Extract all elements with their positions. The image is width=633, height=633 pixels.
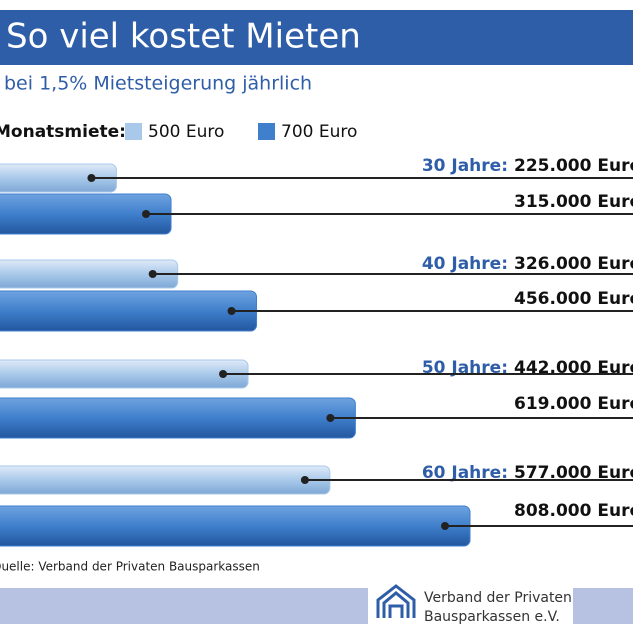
leader-dot (219, 370, 228, 378)
leader-dot (148, 270, 157, 278)
value-label: 225.000 Euro (514, 156, 633, 176)
chart-subtitle: bei 1,5% Mietsteigerung jährlich (4, 73, 312, 95)
logo-text: Bausparkassen e.V. (424, 609, 560, 625)
legend-title: Monatsmiete: (0, 122, 126, 142)
leader-dot (326, 414, 335, 422)
bar (0, 397, 356, 439)
bar (0, 359, 249, 389)
value-label: 808.000 Euro (514, 501, 633, 521)
legend-swatch (258, 123, 275, 140)
source: Quelle: Verband der Privaten Bausparkass… (0, 560, 260, 574)
category-label: 40 Jahre: (422, 254, 508, 274)
value-label: 619.000 Euro (514, 394, 633, 414)
value-label: 456.000 Euro (514, 289, 633, 309)
value-label: 315.000 Euro (514, 192, 633, 212)
value-label: 577.000 Euro (514, 463, 633, 483)
category-label: 60 Jahre: (422, 463, 508, 483)
legend-swatch (125, 123, 142, 140)
leader-dot (441, 522, 449, 530)
bar (0, 290, 258, 332)
leader-dot (227, 307, 236, 315)
leader-dot (87, 174, 96, 182)
bar (0, 465, 331, 495)
legend-label: 700 Euro (281, 122, 357, 142)
category-label: 30 Jahre: (422, 156, 508, 176)
bar (0, 505, 471, 547)
leader-dot (300, 476, 309, 484)
legend-label: 500 Euro (148, 122, 224, 142)
chart-title: So viel kostet Mieten (6, 17, 361, 57)
leader-dot (142, 210, 151, 218)
value-label: 442.000 Euro (514, 358, 633, 378)
logo-text: Verband der Privaten (424, 590, 572, 606)
logo-icon (376, 584, 416, 618)
title-banner (0, 10, 633, 65)
value-label: 326.000 Euro (514, 254, 633, 274)
